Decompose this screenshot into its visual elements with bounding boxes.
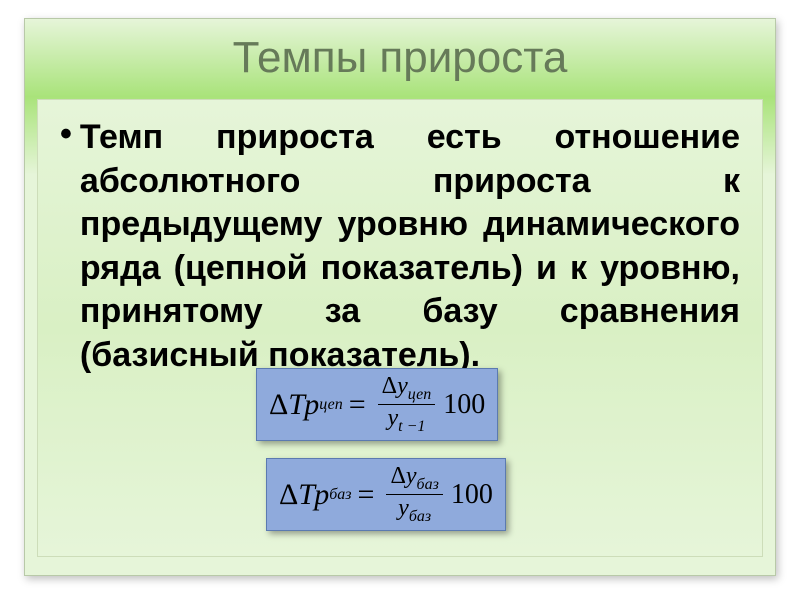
den-var: у	[398, 495, 409, 521]
definition-paragraph: Темп прироста есть отношение абсолютного…	[80, 116, 740, 377]
slide: Темпы прироста • Темп прироста есть отно…	[24, 18, 776, 576]
num-delta: Δ	[382, 373, 397, 399]
equals-sign: =	[358, 478, 375, 512]
num-sub: баз	[417, 476, 439, 493]
content-box: • Темп прироста есть отношение абсолютно…	[37, 99, 763, 557]
fraction: Δубаз убаз	[386, 463, 442, 526]
delta-symbol: Δ	[269, 388, 288, 422]
num-var: у	[406, 463, 417, 489]
num-delta: Δ	[390, 463, 405, 489]
equals-sign: =	[349, 388, 366, 422]
formula-left-var: Тр	[288, 388, 319, 422]
slide-title: Темпы прироста	[25, 19, 775, 83]
den-var: у	[388, 405, 399, 431]
delta-symbol: Δ	[279, 478, 298, 512]
formula-left-var: Тр	[298, 478, 329, 512]
formula-left-sub: цеп	[319, 396, 343, 414]
den-sub: t −1	[398, 418, 425, 435]
fraction: Δуцеп уt −1	[378, 373, 436, 436]
formula-chain: ΔТрцеп = Δуцеп уt −1 100	[256, 368, 498, 441]
formula-base: ΔТрбаз = Δубаз убаз 100	[266, 458, 506, 531]
bullet-marker: •	[60, 116, 72, 153]
multiplier: 100	[451, 479, 493, 511]
num-sub: цеп	[408, 386, 432, 403]
bullet-row: • Темп прироста есть отношение абсолютно…	[60, 116, 740, 377]
formula-left-sub: баз	[329, 486, 351, 504]
num-var: у	[397, 373, 408, 399]
den-sub: баз	[409, 508, 431, 525]
multiplier: 100	[443, 389, 485, 421]
